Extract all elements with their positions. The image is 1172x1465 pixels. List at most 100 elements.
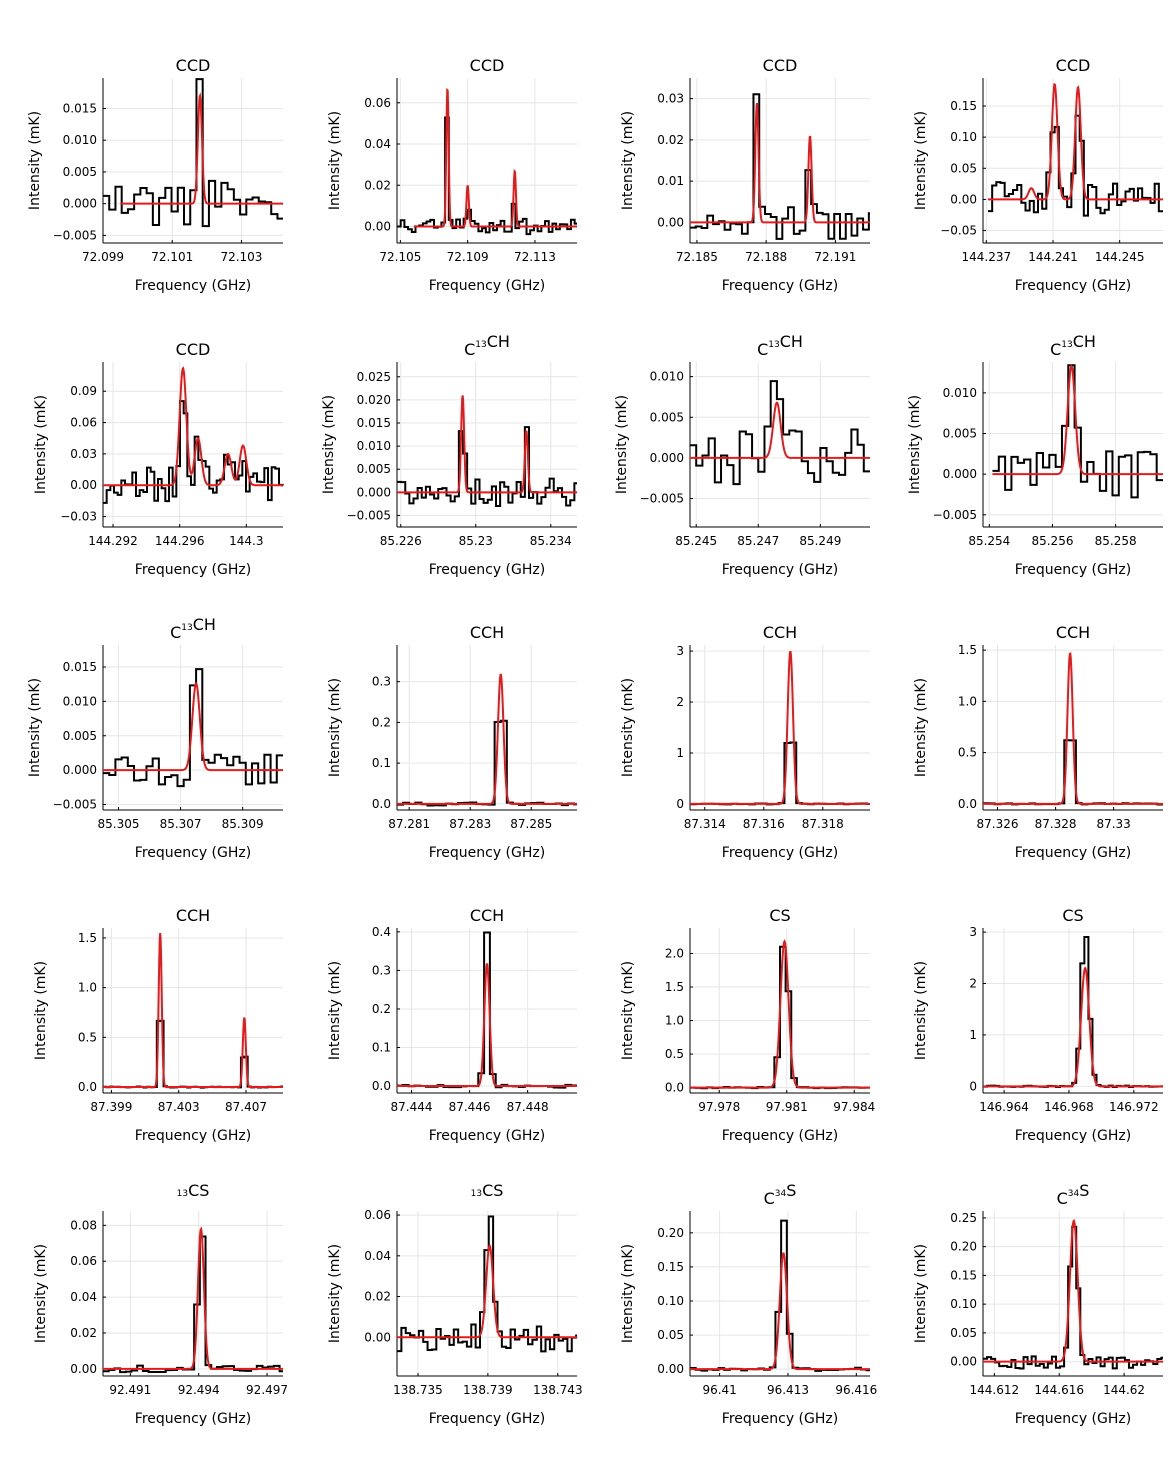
x-axis-label: Frequency (GHz) [429, 845, 545, 861]
spectrum-panel-1: 72.099 72.101 72.103 −0.005 0.000 0.005 0.010 0… [27, 56, 283, 294]
y-tick-label: −0.005 [640, 492, 684, 506]
model-fit-curve [103, 1226, 283, 1370]
x-tick-label: 85.309 [222, 817, 264, 831]
y-tick-label: 0.5 [958, 746, 977, 760]
y-tick-label: 1.5 [665, 980, 684, 994]
x-axis-label: Frequency (GHz) [429, 1411, 545, 1427]
spectrum-panel-7: 85.245 85.247 85.249 −0.005 0.000 0.005 0.010 F… [614, 332, 870, 578]
y-tick-label: 0.015 [357, 416, 391, 430]
x-tick-label: 72.109 [447, 250, 489, 264]
y-tick-label: 0.06 [70, 416, 97, 430]
y-tick-label: 0.15 [657, 1260, 684, 1274]
x-tick-label: 85.249 [799, 534, 841, 548]
y-axis-label: Intensity (mK) [327, 1244, 343, 1343]
y-tick-label: 0.000 [357, 485, 391, 499]
y-tick-label: 1.5 [958, 643, 977, 657]
panel-title: C13CH [464, 332, 510, 359]
y-tick-label: 0.06 [70, 1254, 97, 1268]
spectrum-panel-14: 87.444 87.446 87.448 0.0 0.1 0.2 0.3 0.4 Frequen… [327, 906, 577, 1144]
x-tick-label: 85.305 [98, 817, 140, 831]
x-tick-label: 87.399 [90, 1100, 132, 1114]
spectrum-panel-4: 144.237 144.241 144.245 −0.05 0.00 0.05 0.10 0.… [913, 56, 1163, 294]
y-tick-label: 0.10 [657, 1294, 684, 1308]
panel-title: CCD [470, 56, 505, 75]
model-fit-curve [983, 652, 1163, 805]
y-axis-label: Intensity (mK) [327, 111, 343, 210]
y-tick-label: 0.03 [657, 92, 684, 106]
y-tick-label: 0.2 [372, 1002, 391, 1016]
x-tick-label: 138.739 [463, 1383, 513, 1397]
observed-spectrum [690, 380, 870, 486]
y-tick-label: 0.000 [63, 197, 97, 211]
y-tick-label: 0.1 [372, 1041, 391, 1055]
model-fit-curve [397, 395, 577, 494]
x-tick-label: 92.491 [109, 1383, 151, 1397]
panel-title: CCH [470, 906, 504, 925]
panel-title: C13CH [757, 332, 803, 359]
x-axis-label: Frequency (GHz) [722, 1128, 838, 1144]
y-tick-label: 0.01 [657, 174, 684, 188]
x-tick-label: 87.283 [449, 817, 491, 831]
y-tick-label: 0.05 [657, 1328, 684, 1342]
y-tick-label: 0 [676, 797, 684, 811]
y-axis-label: Intensity (mK) [614, 395, 630, 494]
y-tick-label: 0.00 [364, 220, 391, 234]
observed-spectrum [992, 364, 1163, 499]
y-axis-label: Intensity (mK) [620, 678, 636, 777]
y-tick-label: 0 [969, 1079, 977, 1093]
x-axis-label: Frequency (GHz) [135, 278, 251, 294]
spectrum-panel-13: 87.399 87.403 87.407 0.0 0.5 1.0 1.5 Frequency … [33, 906, 283, 1144]
x-axis-label: Frequency (GHz) [722, 278, 838, 294]
panel-title: 13CS [177, 1181, 210, 1200]
x-axis-label: Frequency (GHz) [722, 562, 838, 578]
spectrum-panel-20: 144.612 144.616 144.62 0.00 0.05 0.10 0.15 0.20… [913, 1181, 1163, 1427]
y-tick-label: 0.3 [372, 675, 391, 689]
y-tick-label: 1 [676, 746, 684, 760]
y-tick-label: 0.04 [364, 137, 391, 151]
x-tick-label: 72.188 [745, 250, 787, 264]
y-tick-label: 0.010 [357, 439, 391, 453]
observed-spectrum [103, 78, 283, 228]
x-tick-label: 87.33 [1096, 817, 1130, 831]
y-tick-label: 0.2 [372, 715, 391, 729]
model-fit-curve [992, 364, 1163, 476]
y-tick-label: 0.25 [950, 1211, 977, 1225]
y-tick-label: 2 [676, 695, 684, 709]
y-tick-label: −0.005 [347, 508, 391, 522]
panel-title: CCD [176, 56, 211, 75]
x-tick-label: 87.403 [158, 1100, 200, 1114]
y-tick-label: 0.00 [950, 1355, 977, 1369]
x-tick-label: 85.247 [737, 534, 779, 548]
x-axis-label: Frequency (GHz) [1015, 278, 1131, 294]
panel-title: CCD [763, 56, 798, 75]
y-tick-label: 0.000 [63, 763, 97, 777]
y-tick-label: 0.010 [63, 133, 97, 147]
model-fit-curve [413, 87, 577, 228]
y-tick-label: 0.04 [70, 1290, 97, 1304]
y-axis-label: Intensity (mK) [620, 111, 636, 210]
y-tick-label: 0.025 [357, 370, 391, 384]
observed-spectrum [397, 931, 577, 1089]
model-fit-curve [690, 939, 870, 1089]
x-tick-label: 144.296 [155, 534, 205, 548]
panel-title: C13CH [170, 615, 216, 642]
x-axis-label: Frequency (GHz) [1015, 562, 1131, 578]
model-fit-curve [397, 673, 577, 805]
x-tick-label: 72.105 [379, 250, 421, 264]
y-tick-label: 0.5 [665, 1047, 684, 1061]
x-axis-label: Frequency (GHz) [429, 562, 545, 578]
y-tick-label: 0.00 [364, 1330, 391, 1344]
y-tick-label: 0.04 [364, 1249, 391, 1263]
x-tick-label: 87.314 [684, 817, 726, 831]
x-tick-label: 87.446 [449, 1100, 491, 1114]
spectrum-panel-18: 138.735 138.739 138.743 0.00 0.02 0.04 0.06 Fre… [327, 1181, 583, 1427]
y-tick-label: 0.02 [70, 1326, 97, 1340]
x-tick-label: 87.285 [510, 817, 552, 831]
y-tick-label: 0.0 [372, 797, 391, 811]
observed-spectrum [397, 426, 577, 507]
x-tick-label: 87.407 [225, 1100, 267, 1114]
y-tick-label: 3 [676, 644, 684, 658]
panel-title: CCH [1056, 623, 1090, 642]
panel-title: C34S [1057, 1181, 1090, 1208]
spectrum-panel-17: 92.491 92.494 92.497 0.00 0.02 0.04 0.06 0.08 Fr… [33, 1181, 288, 1427]
